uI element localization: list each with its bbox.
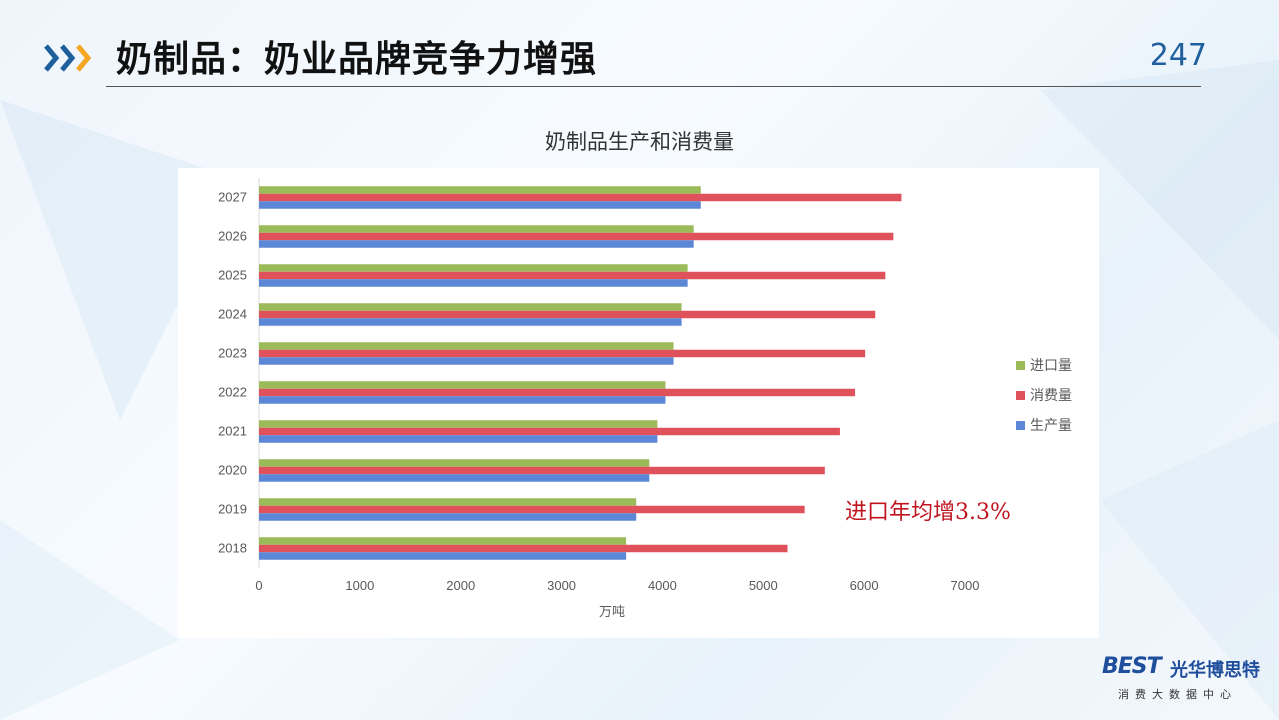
brand-logo-block: BEST 光华博思特 消费大数据中心 — [1100, 652, 1265, 708]
bar-import — [259, 381, 666, 389]
brand-name: 光华博思特 — [1170, 660, 1260, 681]
bar-consumption — [259, 310, 876, 319]
bar-production — [259, 474, 650, 482]
import-growth-annotation: 进口年均增3.3% — [845, 500, 1011, 525]
y-tick-label: 2024 — [218, 307, 247, 322]
y-tick-label: 2022 — [218, 385, 247, 400]
x-tick-label: 7000 — [951, 578, 980, 593]
x-tick-label: 5000 — [749, 578, 778, 593]
bar-consumption — [259, 349, 866, 358]
bar-consumption — [259, 388, 856, 397]
bar-production — [259, 279, 688, 287]
header-divider — [106, 86, 1201, 87]
y-tick-label: 2025 — [218, 268, 247, 283]
bar-import — [259, 498, 637, 506]
y-tick-label: 2020 — [218, 463, 247, 478]
bar-production — [259, 318, 682, 326]
y-tick-label: 2021 — [218, 424, 247, 439]
bar-import — [259, 264, 688, 272]
bar-consumption — [259, 427, 840, 436]
y-tick-label: 2023 — [218, 346, 247, 361]
bar-production — [259, 201, 701, 209]
x-axis-label: 万吨 — [599, 605, 625, 620]
x-tick-label: 4000 — [648, 578, 677, 593]
bar-import — [259, 225, 694, 233]
x-tick-label: 3000 — [547, 578, 576, 593]
x-tick-label: 2000 — [446, 578, 475, 593]
bar-import — [259, 342, 674, 350]
legend-swatch — [1016, 421, 1025, 430]
slide-title: 奶制品：奶业品牌竞争力增强 — [116, 39, 598, 80]
legend-label: 消费量 — [1030, 388, 1072, 404]
legend-swatch — [1016, 391, 1025, 400]
x-tick-label: 6000 — [850, 578, 879, 593]
bar-consumption — [259, 466, 825, 475]
x-tick-label: 1000 — [345, 578, 374, 593]
bar-consumption — [259, 232, 894, 241]
bar-import — [259, 420, 658, 428]
bar-consumption — [259, 505, 805, 514]
bar-production — [259, 357, 674, 365]
bar-production — [259, 435, 658, 443]
bar-production — [259, 513, 637, 521]
bar-import — [259, 186, 701, 194]
y-tick-label: 2026 — [218, 229, 247, 244]
brand-logo: BEST — [1102, 654, 1162, 679]
chevrons-right-icon — [44, 44, 92, 72]
brand-subtitle: 消费大数据中心 — [1118, 688, 1237, 701]
bar-consumption — [259, 193, 902, 202]
bar-import — [259, 537, 627, 545]
chart-title: 奶制品生产和消费量 — [545, 130, 734, 154]
bar-production — [259, 552, 627, 560]
page-number: 247 — [1149, 38, 1207, 73]
bar-consumption — [259, 271, 886, 280]
y-tick-label: 2027 — [218, 190, 247, 205]
bar-chart: 2018 2019 2020 2021 2022 2023 2024 2025 2026 2027… — [218, 178, 1072, 620]
legend-label: 进口量 — [1030, 358, 1072, 374]
y-tick-label: 2018 — [218, 541, 247, 556]
legend-swatch — [1016, 361, 1025, 370]
legend-label: 生产量 — [1030, 418, 1072, 434]
bar-import — [259, 459, 650, 467]
y-tick-label: 2019 — [218, 502, 247, 517]
bar-import — [259, 303, 682, 311]
bar-production — [259, 240, 694, 248]
bar-production — [259, 396, 666, 404]
bar-consumption — [259, 544, 788, 553]
x-tick-label: 0 — [255, 578, 262, 593]
